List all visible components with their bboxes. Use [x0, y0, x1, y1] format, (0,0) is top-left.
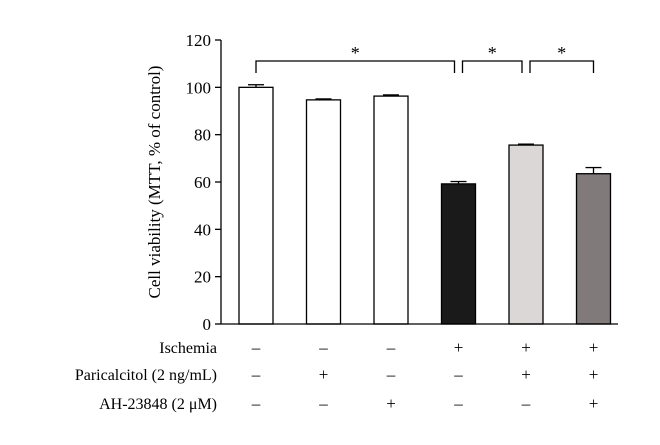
bar	[373, 95, 409, 325]
y-tick-label: 80	[194, 126, 211, 145]
condition-table: Ischemia – – – + + + Paricalcitol (2 ng/mL) – + – –…	[75, 338, 598, 413]
plus-sign: +	[319, 365, 329, 384]
minus-sign: –	[318, 338, 328, 357]
condition-row-label: Paricalcitol (2 ng/mL)	[75, 367, 217, 384]
y-axis: 0 20 40 60 80 100 120	[186, 31, 222, 334]
condition-row-label: Ischemia	[159, 340, 217, 357]
bar	[508, 144, 544, 325]
plus-sign: +	[386, 394, 396, 413]
plus-sign: +	[521, 365, 531, 384]
minus-sign: –	[318, 394, 328, 413]
significance-label: *	[351, 43, 360, 63]
plus-sign: +	[589, 365, 599, 384]
minus-sign: –	[386, 365, 396, 384]
y-tick-label: 20	[194, 268, 211, 287]
y-tick-label: 100	[186, 78, 212, 97]
minus-sign: –	[251, 365, 261, 384]
significance-label: *	[557, 43, 566, 63]
significance-brackets: * * *	[255, 43, 595, 73]
y-tick-label: 60	[194, 173, 211, 192]
minus-sign: –	[251, 338, 261, 357]
bar	[305, 99, 342, 325]
minus-sign: –	[251, 394, 261, 413]
minus-sign: –	[386, 338, 396, 357]
plus-sign: +	[589, 394, 599, 413]
plus-sign: +	[454, 338, 464, 357]
minus-sign: –	[453, 394, 463, 413]
plus-sign: +	[589, 338, 599, 357]
significance-bracket	[255, 60, 456, 73]
plus-sign: +	[521, 338, 531, 357]
bar	[238, 86, 274, 325]
y-axis-label: Cell viability (MTT, % of control)	[145, 66, 164, 299]
significance-bracket	[461, 60, 523, 73]
y-tick-label: 40	[194, 220, 211, 239]
minus-sign: –	[453, 365, 463, 384]
significance-bracket	[529, 60, 595, 73]
bars	[221, 84, 618, 325]
significance-label: *	[488, 43, 497, 63]
y-tick-label: 0	[203, 315, 212, 334]
bar	[440, 183, 477, 325]
y-tick-label: 120	[186, 31, 212, 50]
minus-sign: –	[521, 394, 531, 413]
condition-row-label: AH-23848 (2 μM)	[99, 396, 217, 413]
bar	[575, 173, 612, 325]
